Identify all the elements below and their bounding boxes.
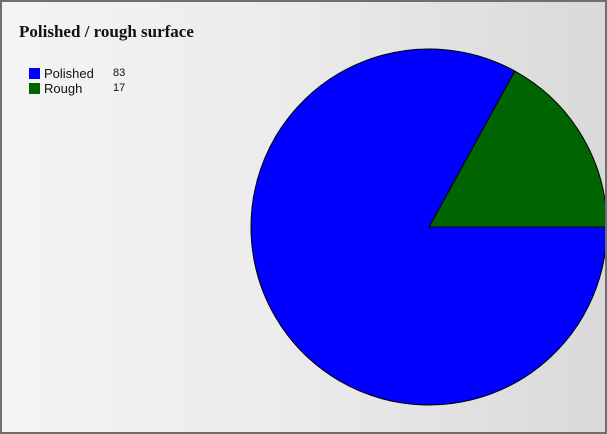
chart-title: Polished / rough surface — [19, 22, 194, 41]
legend-swatch-rough — [29, 83, 40, 94]
legend-swatch-polished — [29, 68, 40, 79]
legend-item-rough: Rough 17 — [29, 81, 149, 96]
legend-label-polished: Polished — [44, 66, 94, 81]
legend-value-polished: 83 — [113, 67, 126, 79]
legend-item-polished: Polished 83 — [29, 66, 149, 81]
legend: Polished 83 Rough 17 — [29, 66, 149, 96]
legend-label-rough: Rough — [44, 81, 83, 96]
pie-slice-rough — [428, 70, 605, 228]
legend-value-rough: 17 — [113, 82, 126, 94]
pie-slice-polished — [250, 48, 605, 406]
